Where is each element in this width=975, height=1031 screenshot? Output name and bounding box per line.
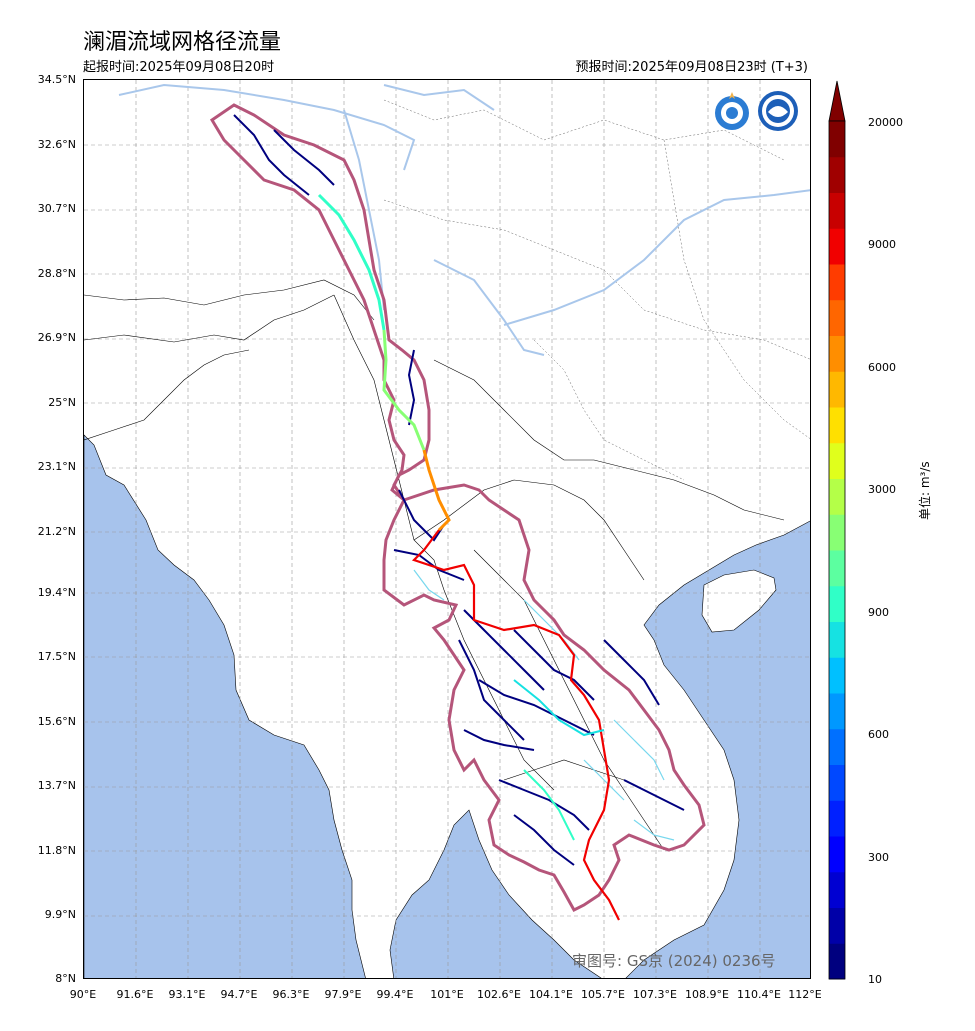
lat-label: 25°N [48, 396, 76, 409]
lon-label: 102.6°E [477, 988, 521, 1001]
hainan-island [701, 569, 777, 633]
colorbar-segment [829, 156, 845, 193]
colorbar-segment [829, 943, 845, 980]
lat-label: 15.6°N [37, 715, 76, 728]
colorbar-segment [829, 585, 845, 622]
colorbar-segment [829, 657, 845, 694]
colorbar-segment [829, 693, 845, 730]
lon-label: 112°E [788, 988, 822, 1001]
colorbar-segment [829, 621, 845, 658]
colorbar-segment [829, 800, 845, 837]
colorbar-tick: 300 [868, 851, 889, 864]
colorbar-tick: 600 [868, 728, 889, 741]
south-china-sea [625, 520, 810, 978]
colorbar-tick: 900 [868, 606, 889, 619]
colorbar-segment [829, 764, 845, 801]
lat-label: 30.7°N [37, 202, 76, 215]
colorbar-segment [829, 907, 845, 944]
cma-logo [756, 90, 798, 132]
mekong-main-stem-red [411, 529, 620, 921]
colorbar-tick: 3000 [868, 483, 896, 496]
lon-label: 97.9°E [324, 988, 362, 1001]
colorbar-segment [829, 228, 845, 265]
lat-label: 17.5°N [37, 650, 76, 663]
colorbar-segment [829, 728, 845, 765]
other-rivers [118, 83, 810, 356]
lon-label: 91.6°E [116, 988, 154, 1001]
mekong-main-stem-orange [422, 449, 451, 532]
lon-label: 93.1°E [168, 988, 206, 1001]
lon-label: 108.9°E [685, 988, 729, 1001]
low-flow-tributaries [233, 114, 685, 866]
issue-time: 起报时间:2025年09月08日20时 [83, 60, 275, 75]
lat-label: 34.5°N [37, 73, 76, 86]
lat-label: 21.2°N [37, 525, 76, 538]
wmo-logo [711, 90, 753, 132]
valid-time: 预报时间:2025年09月08日23时 (T+3) [575, 60, 808, 75]
lat-label: 8°N [55, 972, 76, 985]
colorbar-segment [829, 442, 845, 479]
gulf-of-thailand [389, 809, 602, 978]
colorbar-segment [829, 478, 845, 515]
colorbar-tick: 20000 [868, 116, 903, 129]
colorbar-segment [829, 371, 845, 408]
mekong-main-stem-middle [382, 329, 426, 451]
colorbar-segments [829, 121, 845, 980]
colorbar-unit: 单位: m³/s [918, 461, 932, 520]
lon-label: 94.7°E [220, 988, 258, 1001]
graticule [84, 80, 810, 978]
colorbar-tick: 9000 [868, 238, 896, 251]
lat-label: 26.9°N [37, 331, 76, 344]
colorbar [828, 80, 846, 980]
lon-label: 99.4°E [376, 988, 414, 1001]
lon-label: 104.1°E [529, 988, 573, 1001]
map-title: 澜湄流域网格径流量 [83, 30, 282, 55]
colorbar-segment [829, 550, 845, 587]
colorbar-segment [829, 871, 845, 908]
colorbar-segment [829, 407, 845, 444]
lat-label: 11.8°N [37, 844, 76, 857]
colorbar-border [828, 120, 846, 980]
mun-river [513, 679, 605, 737]
lat-label: 13.7°N [37, 779, 76, 792]
colorbar-tick: 6000 [868, 361, 896, 374]
andaman-sea [84, 434, 366, 978]
colorbar-tick: 10 [868, 973, 882, 986]
lon-label: 110.4°E [737, 988, 781, 1001]
mekong-main-stem-upper [317, 193, 386, 331]
tonle-sap-channel [523, 769, 575, 841]
colorbar-segment [829, 299, 845, 336]
map-canvas[interactable] [83, 79, 811, 979]
colorbar-segment [829, 514, 845, 551]
lat-label: 19.4°N [37, 586, 76, 599]
colorbar-segment [829, 264, 845, 301]
lat-label: 32.6°N [37, 138, 76, 151]
lat-label: 23.1°N [37, 460, 76, 473]
map-svg [84, 80, 810, 978]
lon-label: 101°E [430, 988, 464, 1001]
lat-label: 9.9°N [44, 908, 76, 921]
colorbar-segment [829, 121, 845, 158]
colorbar-segment [829, 836, 845, 873]
lon-label: 96.3°E [272, 988, 310, 1001]
colorbar-segment [829, 192, 845, 229]
lon-label: 107.3°E [633, 988, 677, 1001]
map-approval-number: 审图号: GS京 (2024) 0236号 [572, 952, 776, 970]
colorbar-segment [829, 335, 845, 372]
lon-label: 105.7°E [581, 988, 625, 1001]
lat-label: 28.8°N [37, 267, 76, 280]
colorbar-extend-arrow [828, 80, 846, 122]
lon-label: 90°E [69, 988, 97, 1001]
province-borders [383, 99, 810, 481]
mekong-basin-outline [209, 103, 706, 912]
